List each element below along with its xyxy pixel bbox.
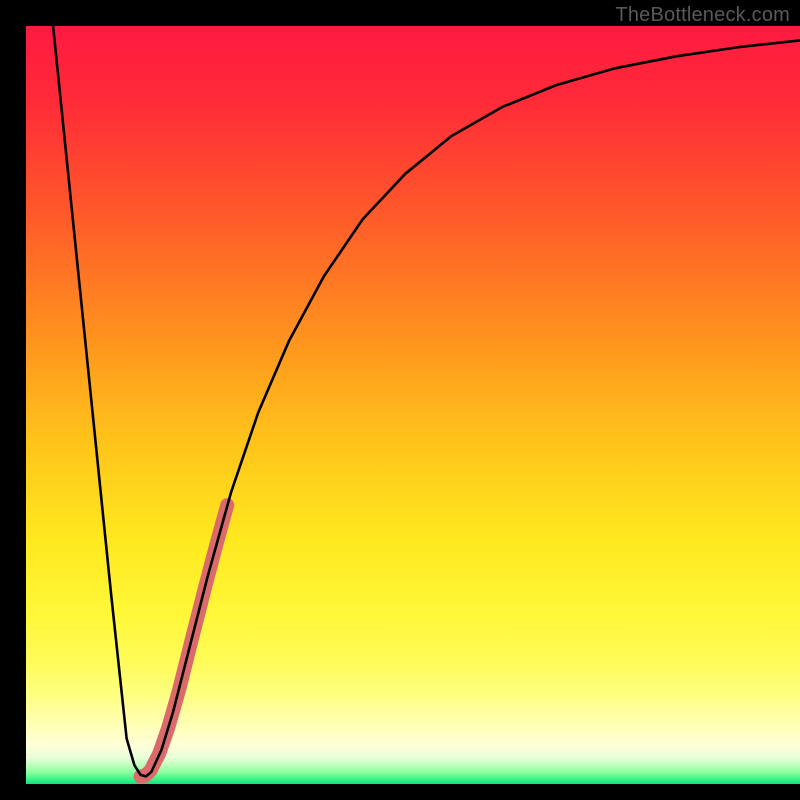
chart-svg [0, 0, 800, 800]
chart-container: TheBottleneck.com [0, 0, 800, 800]
frame-left [0, 0, 26, 800]
plot-background [26, 26, 800, 784]
attribution-label: TheBottleneck.com [615, 4, 790, 27]
frame-bottom [0, 784, 800, 800]
